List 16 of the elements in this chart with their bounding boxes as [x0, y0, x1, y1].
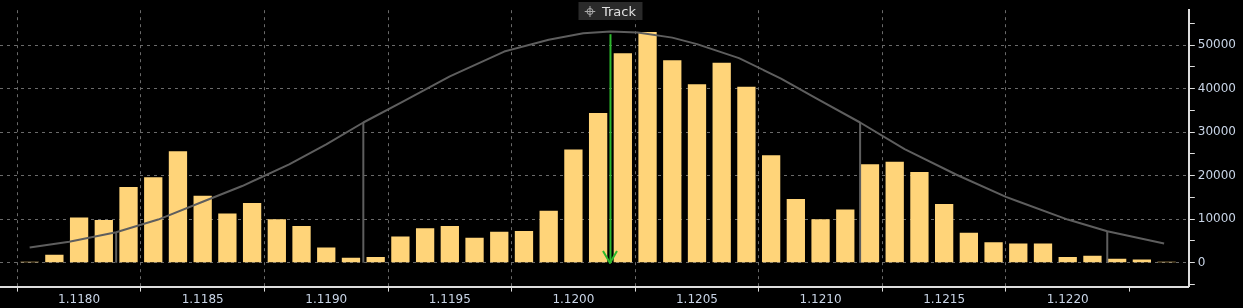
x-tick-label: 1.1190 — [305, 291, 348, 306]
y-tick-label: 10000 — [1197, 211, 1237, 226]
x-tick-label: 1.1195 — [428, 291, 471, 306]
y-tick-label: 40000 — [1197, 80, 1237, 95]
x-tick-label: 1.1205 — [675, 291, 718, 306]
y-tick-label: 0 — [1197, 254, 1206, 269]
annotation: Track — [601, 3, 636, 19]
x-tick-label: 1.1210 — [799, 291, 842, 306]
y-tick-label: 20000 — [1197, 167, 1237, 182]
x-tick-label: 1.1200 — [552, 291, 595, 306]
y-tick-label: 50000 — [1197, 37, 1237, 52]
x-tick-label: 1.1185 — [181, 291, 224, 306]
x-tick-label: 1.1180 — [58, 291, 101, 306]
x-tick-label: 1.1215 — [923, 291, 966, 306]
x-tick-label: 1.1220 — [1046, 291, 1089, 306]
y-tick-label: 30000 — [1197, 124, 1237, 139]
